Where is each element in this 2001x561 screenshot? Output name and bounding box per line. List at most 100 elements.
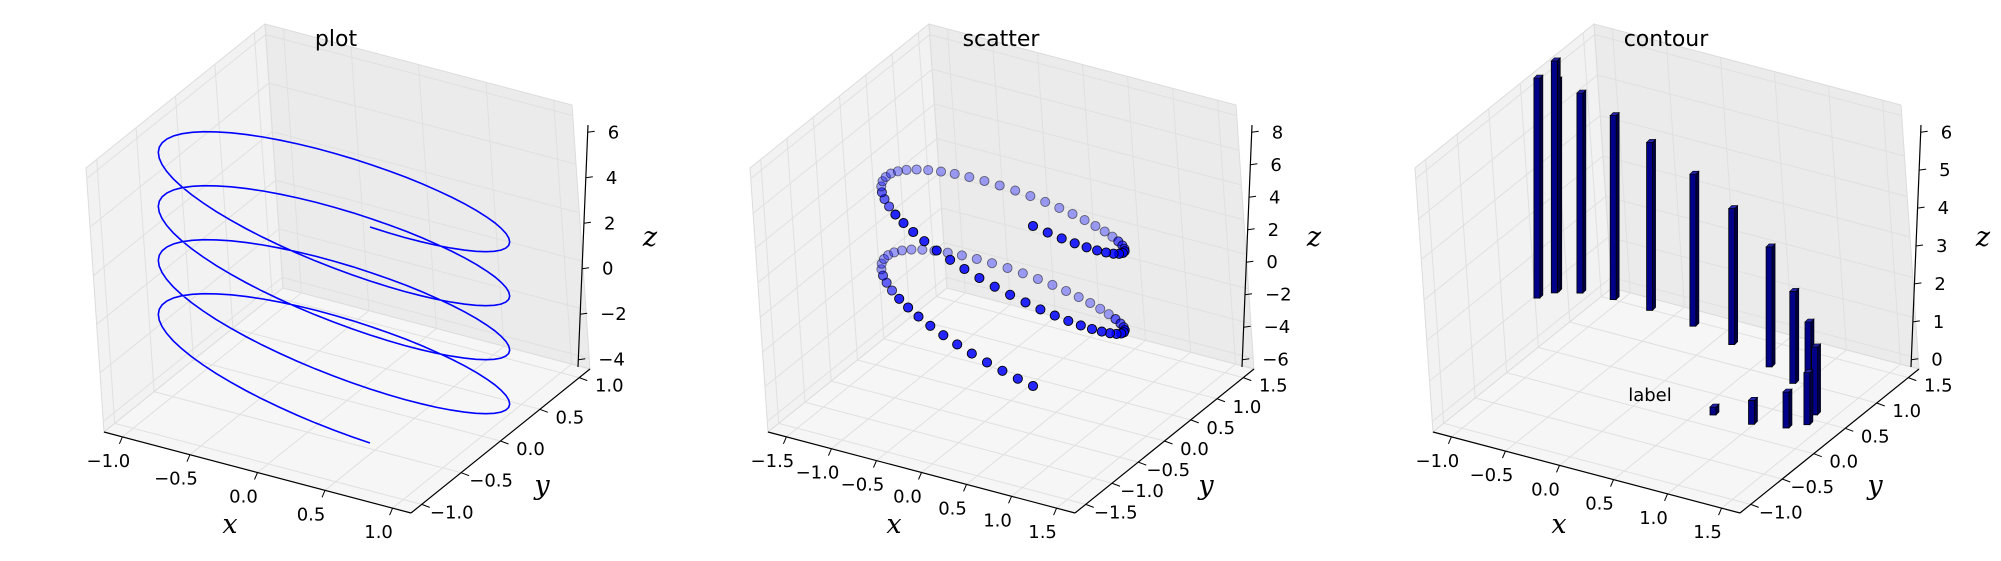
scatter-point xyxy=(896,245,908,256)
z-tick-label: 2 xyxy=(1268,220,1279,241)
scatter-point xyxy=(1020,297,1031,308)
z-tick xyxy=(578,358,586,361)
y-gridline xyxy=(96,159,422,505)
scatter-point xyxy=(917,244,928,255)
bar-side xyxy=(1817,343,1821,416)
y-tick xyxy=(1845,427,1854,432)
scatter-point xyxy=(919,236,930,247)
z-tick xyxy=(1911,358,1919,361)
bar xyxy=(1576,92,1584,294)
x-tick-label: 1.0 xyxy=(983,510,1012,531)
bar xyxy=(1728,208,1736,346)
x-tick-label: −0.5 xyxy=(841,475,885,496)
scatter-point xyxy=(1103,309,1114,320)
scatter-point xyxy=(986,258,998,269)
y-gridline xyxy=(839,95,1165,442)
scatter-point xyxy=(1010,185,1021,196)
scatter-point xyxy=(1040,196,1051,207)
series-line xyxy=(157,130,511,444)
scatter-point xyxy=(1085,297,1096,309)
x-tick xyxy=(254,472,258,480)
panel-scatter: −1.5−1.0−0.50.00.51.01.5−1.5−1.0−0.50.00… xyxy=(749,23,1322,543)
bar-side xyxy=(1754,396,1758,426)
z-tick xyxy=(1246,260,1254,263)
x-tick-label: −1.5 xyxy=(751,451,795,472)
bar xyxy=(1533,77,1541,299)
scatter-point xyxy=(1067,208,1078,220)
x-axis-line xyxy=(1432,431,1741,514)
z-gridline xyxy=(92,131,580,277)
scatter-point xyxy=(1027,380,1039,392)
x-axis-label: x xyxy=(222,509,237,540)
scatter-point xyxy=(1069,238,1080,249)
scatter-point xyxy=(1063,315,1074,326)
z-gridline xyxy=(1426,195,1913,341)
scatter-point xyxy=(956,250,967,261)
y-tick-label: 0.0 xyxy=(1180,439,1209,460)
scatter-point xyxy=(931,245,942,256)
y-tick-label: 0.0 xyxy=(516,439,545,460)
bar-top xyxy=(1533,74,1544,79)
z-tick-label: 6 xyxy=(1941,122,1952,143)
scatter-point xyxy=(925,320,936,331)
x-gridline xyxy=(1721,100,1902,509)
bar-top xyxy=(1782,388,1793,393)
y-tick xyxy=(1750,503,1759,508)
y-tick xyxy=(1243,377,1252,382)
y-tick xyxy=(421,503,430,508)
y-axis-label: y xyxy=(1866,470,1883,501)
y-tick-label: −0.5 xyxy=(1790,477,1834,498)
bar-top xyxy=(1810,343,1822,348)
scatter-point xyxy=(1101,247,1112,258)
x-gridline xyxy=(257,64,438,473)
scatter-point xyxy=(1061,285,1072,297)
x-tick-label: 1.5 xyxy=(1693,522,1722,543)
z-gridline xyxy=(764,242,1252,388)
z-axis-label: z xyxy=(1975,222,1991,253)
y-tick-label: −1.0 xyxy=(1759,502,1803,523)
z-gridline xyxy=(1418,74,1905,220)
scatter-point xyxy=(1086,323,1098,335)
y-tick xyxy=(1876,402,1885,407)
scatter-point xyxy=(1002,262,1013,274)
scatter-point xyxy=(883,250,894,261)
z-gridline xyxy=(86,34,573,179)
x-tick xyxy=(873,460,877,468)
bar-top xyxy=(1689,170,1700,175)
x-tick xyxy=(827,448,832,456)
scatter-point xyxy=(1012,373,1023,384)
bar-top xyxy=(1747,396,1759,401)
scatter-point xyxy=(966,348,977,359)
y-axis-label: y xyxy=(533,470,550,501)
bar xyxy=(1709,406,1717,416)
scatter-point xyxy=(974,272,985,284)
y-gridline xyxy=(1456,133,1783,480)
scatter-point xyxy=(1096,326,1107,337)
bar-top xyxy=(1803,369,1814,374)
x-tick xyxy=(782,436,787,445)
scatter-point xyxy=(1025,191,1036,202)
x-tick xyxy=(1053,507,1058,516)
z-gridline xyxy=(752,68,1240,214)
y-gridline xyxy=(1425,159,1751,505)
z-tick xyxy=(1917,206,1925,209)
y-gridline xyxy=(135,127,462,474)
y-gridline xyxy=(1519,83,1846,429)
y-axis-line xyxy=(1739,368,1920,514)
scatter-point xyxy=(892,166,903,177)
y-tick xyxy=(1085,503,1094,508)
bar xyxy=(1803,372,1811,426)
scatter-point xyxy=(894,293,905,304)
x-tick-label: 0.0 xyxy=(893,487,922,508)
z-tick xyxy=(580,312,588,315)
z-tick-label: 8 xyxy=(1272,122,1283,143)
bar-top xyxy=(1727,205,1739,209)
scatter-point xyxy=(911,164,922,175)
z-tick-label: 1 xyxy=(1933,312,1944,333)
x-gridline xyxy=(1505,43,1686,452)
scatter-point xyxy=(1104,328,1116,339)
y-tick-label: 1.5 xyxy=(1259,376,1288,397)
x-tick xyxy=(963,484,967,492)
scatter-point xyxy=(1047,279,1058,290)
scatter-point xyxy=(923,165,934,176)
